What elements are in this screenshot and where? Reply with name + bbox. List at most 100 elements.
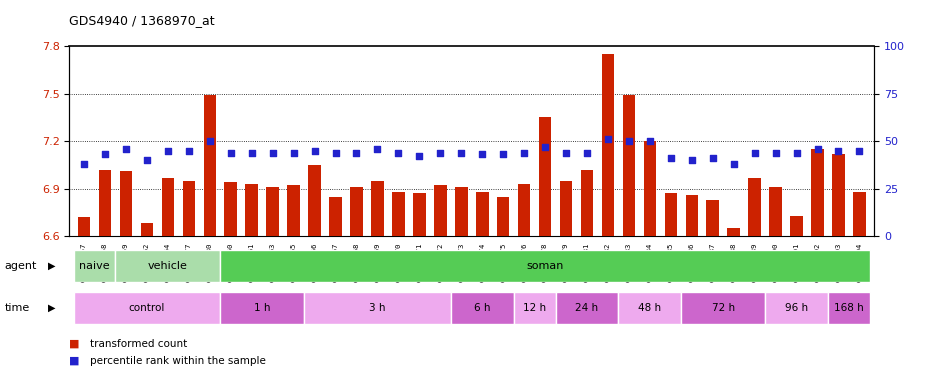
Text: 96 h: 96 h [785, 303, 808, 313]
Bar [225, 182, 237, 236]
Point [643, 138, 658, 144]
Bar [682, 293, 765, 324]
Text: ▶: ▶ [48, 303, 55, 313]
Text: ■: ■ [69, 356, 80, 366]
Bar [220, 293, 304, 324]
Bar [828, 293, 869, 324]
Bar [664, 194, 677, 236]
Bar [581, 170, 593, 236]
Text: 48 h: 48 h [638, 303, 661, 313]
Bar [450, 293, 513, 324]
Bar [308, 165, 321, 236]
Bar [245, 184, 258, 236]
Bar [727, 228, 740, 236]
Point [223, 149, 238, 156]
Bar [685, 195, 698, 236]
Bar [266, 187, 279, 236]
Text: vehicle: vehicle [148, 261, 188, 271]
Point [580, 149, 595, 156]
Point [286, 149, 301, 156]
Bar [182, 181, 195, 236]
Point [391, 149, 406, 156]
Point [496, 151, 511, 157]
Point [684, 157, 699, 163]
Bar [204, 95, 216, 236]
Bar [513, 293, 556, 324]
Point [769, 149, 783, 156]
Text: transformed count: transformed count [90, 339, 187, 349]
Bar [99, 170, 111, 236]
Point [181, 147, 196, 154]
Point [789, 149, 804, 156]
Point [203, 138, 217, 144]
Point [663, 155, 678, 161]
Point [140, 157, 154, 163]
Text: 24 h: 24 h [575, 303, 598, 313]
Point [349, 149, 364, 156]
Bar [811, 149, 824, 236]
Text: 12 h: 12 h [523, 303, 546, 313]
Text: control: control [129, 303, 165, 313]
Bar [556, 293, 619, 324]
Bar [74, 250, 116, 281]
Text: 3 h: 3 h [369, 303, 386, 313]
Text: time: time [5, 303, 30, 313]
Point [328, 149, 343, 156]
Point [433, 149, 448, 156]
Bar [74, 293, 220, 324]
Text: percentile rank within the sample: percentile rank within the sample [90, 356, 265, 366]
Bar [538, 118, 551, 236]
Point [852, 147, 867, 154]
Bar [141, 223, 154, 236]
Bar [644, 141, 656, 236]
Point [600, 136, 615, 142]
Bar [765, 293, 828, 324]
Bar [119, 171, 132, 236]
Bar [623, 95, 635, 236]
Bar [476, 192, 488, 236]
Point [475, 151, 489, 157]
Text: 168 h: 168 h [834, 303, 864, 313]
Text: GDS4940 / 1368970_at: GDS4940 / 1368970_at [69, 14, 215, 27]
Text: 1 h: 1 h [254, 303, 270, 313]
Bar [518, 184, 530, 236]
Bar [392, 192, 404, 236]
Bar [162, 177, 174, 236]
Bar [853, 192, 866, 236]
Point [726, 161, 741, 167]
Point [307, 147, 322, 154]
Text: agent: agent [5, 261, 37, 271]
Text: ■: ■ [69, 339, 80, 349]
Text: ▶: ▶ [48, 261, 55, 271]
Bar [371, 181, 384, 236]
Point [831, 147, 845, 154]
Bar [288, 185, 300, 236]
Point [747, 149, 762, 156]
Point [810, 146, 825, 152]
Bar [497, 197, 510, 236]
Bar [748, 177, 761, 236]
Bar [619, 293, 682, 324]
Bar [832, 154, 845, 236]
Bar [116, 250, 220, 281]
Bar [560, 181, 573, 236]
Point [98, 151, 113, 157]
Point [118, 146, 133, 152]
Point [517, 149, 532, 156]
Point [160, 147, 175, 154]
Bar [434, 185, 447, 236]
Bar [220, 250, 869, 281]
Point [370, 146, 385, 152]
Point [537, 144, 552, 150]
Bar [304, 293, 450, 324]
Bar [78, 217, 91, 236]
Text: 6 h: 6 h [474, 303, 490, 313]
Point [706, 155, 721, 161]
Point [454, 149, 469, 156]
Bar [770, 187, 782, 236]
Bar [790, 215, 803, 236]
Text: soman: soman [526, 261, 563, 271]
Point [77, 161, 92, 167]
Bar [413, 194, 426, 236]
Bar [455, 187, 467, 236]
